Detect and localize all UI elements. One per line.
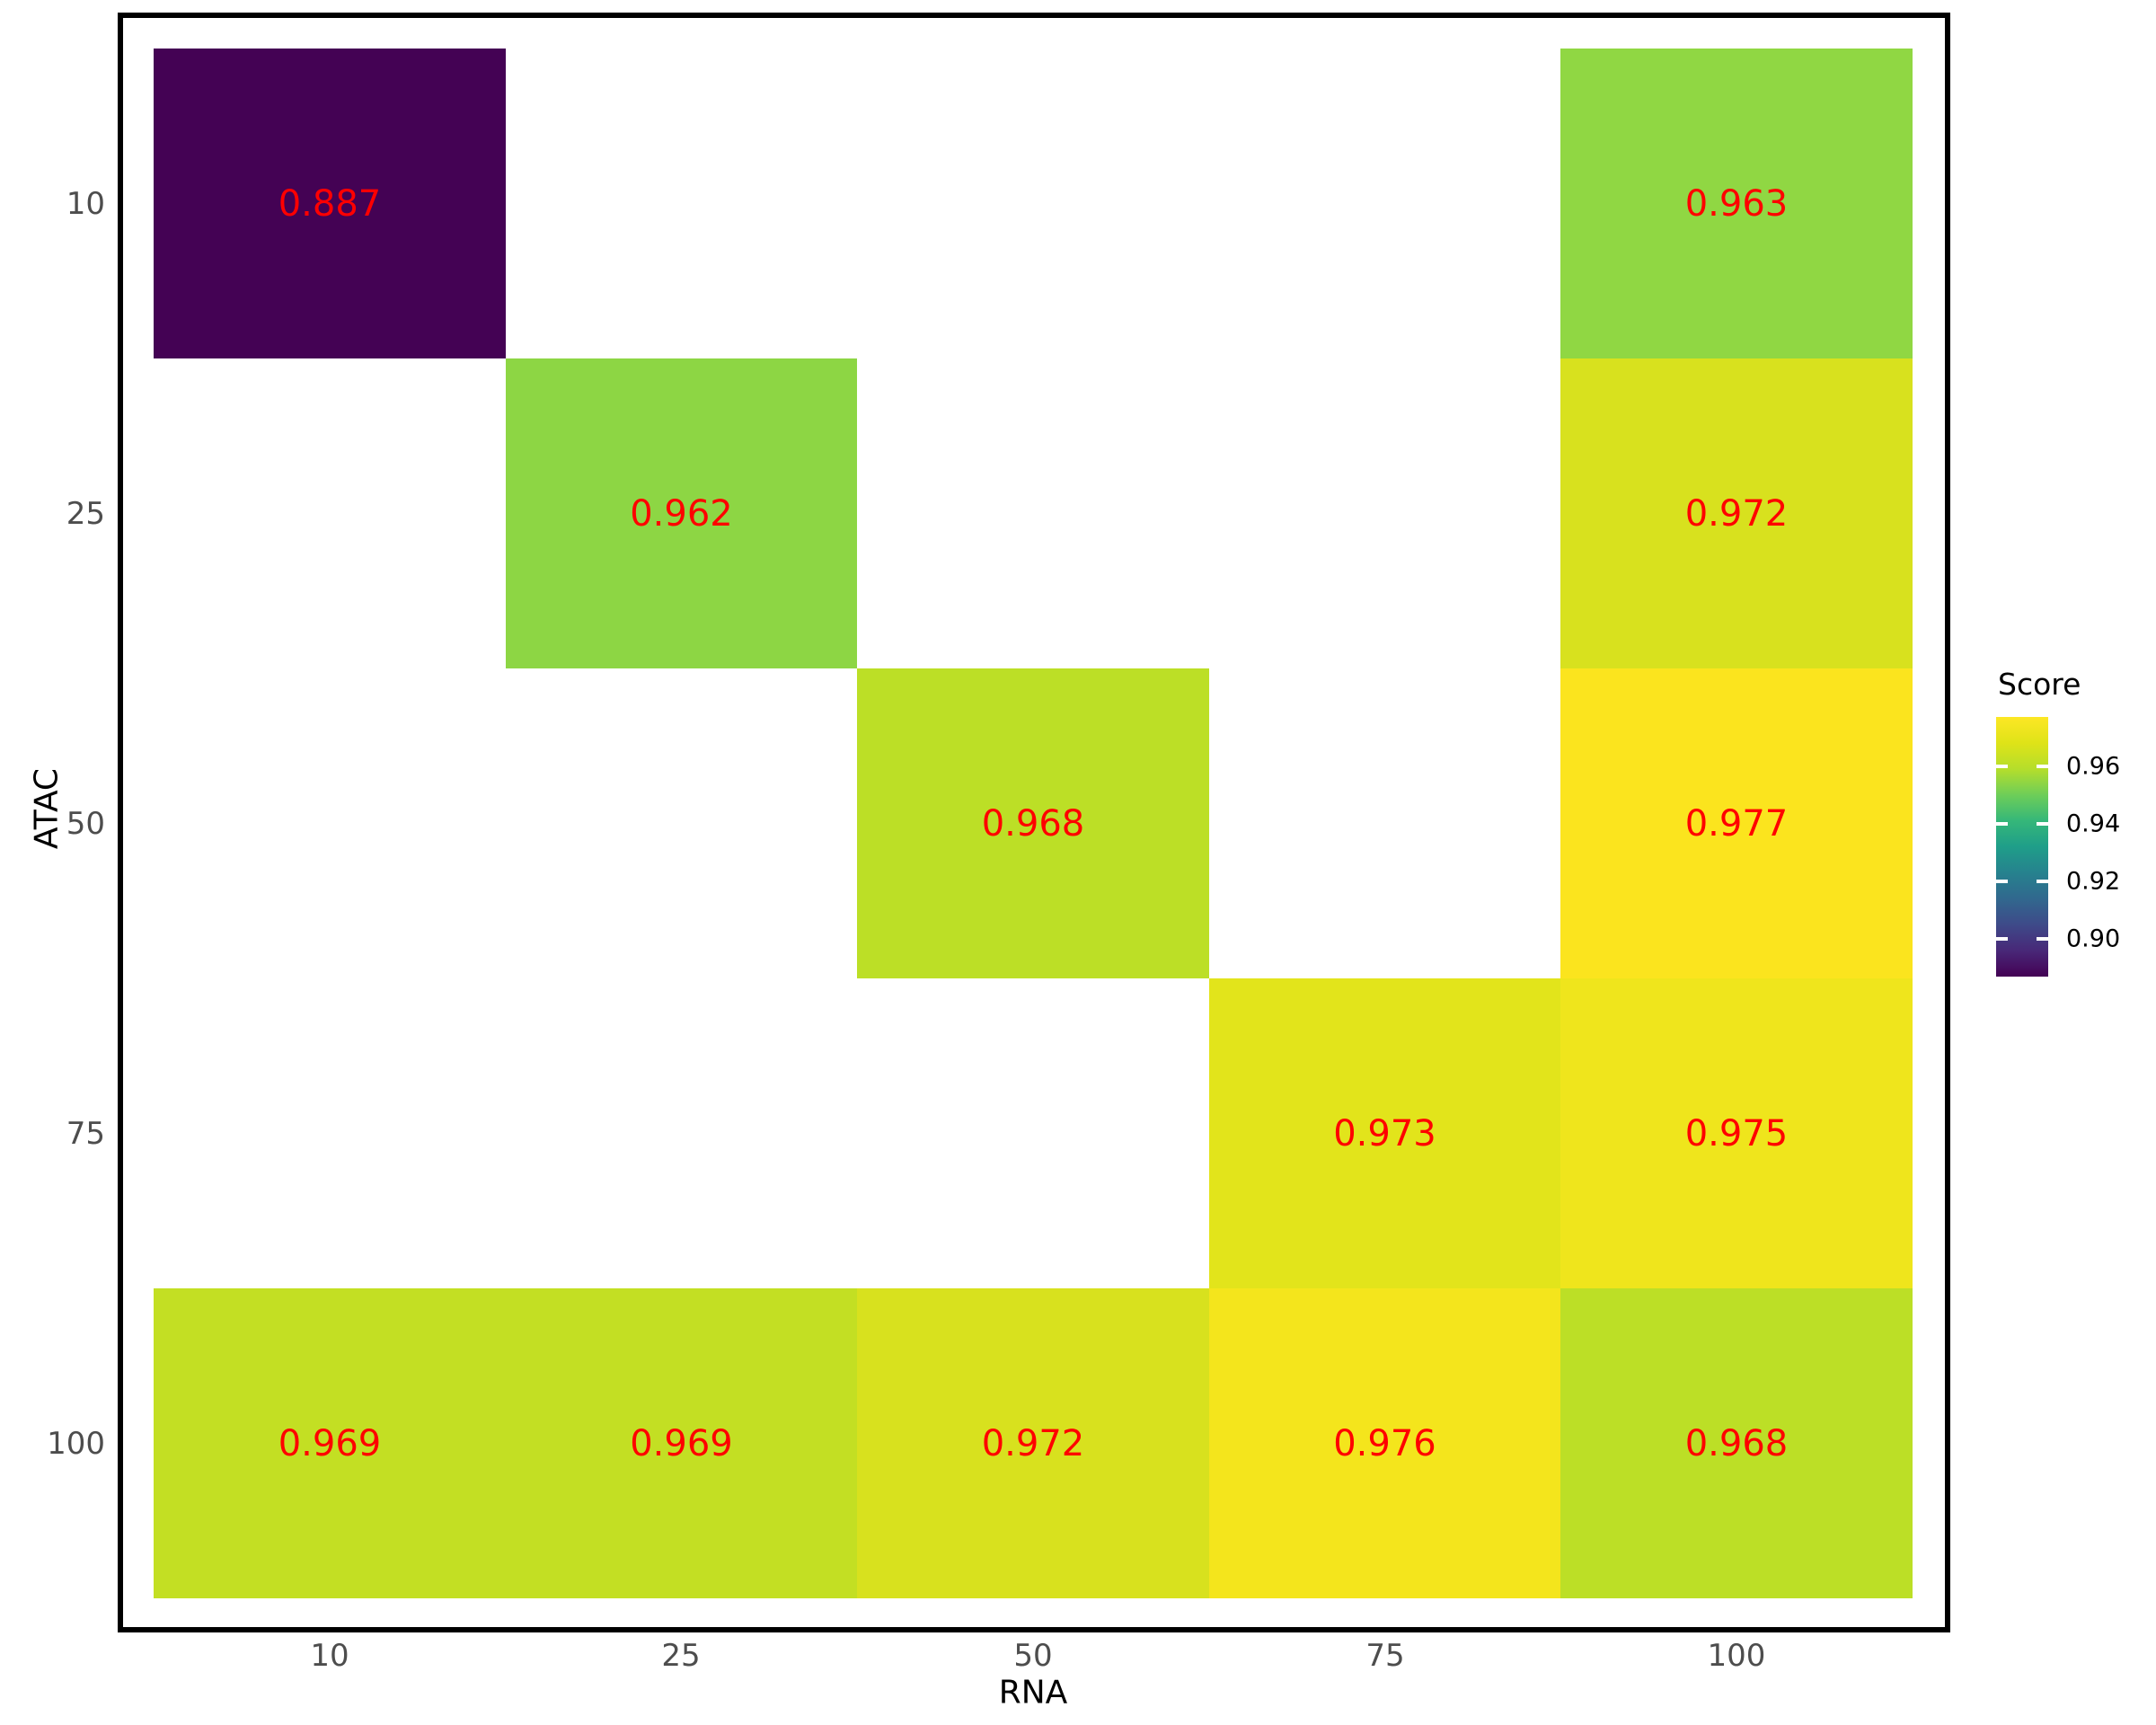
heatmap-tile: 0.973 — [1209, 978, 1560, 1288]
tile-value-label: 0.977 — [1684, 802, 1789, 845]
tile-value-label: 0.969 — [278, 1422, 382, 1464]
legend-tick-mark — [1996, 880, 2008, 883]
x-axis-tick-label: 50 — [1013, 1638, 1053, 1674]
heatmap-tile: 0.968 — [857, 668, 1209, 978]
x-axis-tick-label: 10 — [310, 1638, 349, 1674]
y-axis-tick-label: 25 — [66, 496, 105, 532]
y-axis-tick-label: 10 — [66, 186, 105, 222]
legend-tick-mark — [1996, 937, 2008, 941]
legend-tick-mark — [2037, 937, 2048, 941]
y-axis-tick-label: 75 — [66, 1116, 105, 1152]
legend-tick-label: 0.90 — [2066, 924, 2121, 953]
y-axis-tick-label: 50 — [66, 806, 105, 842]
tile-value-label: 0.972 — [1684, 492, 1789, 535]
legend-tick-label: 0.92 — [2066, 867, 2121, 896]
y-axis-tick-label: 100 — [47, 1426, 105, 1462]
heatmap-tile: 0.962 — [506, 358, 857, 668]
heatmap-tile: 0.968 — [1560, 1288, 1913, 1598]
legend-colorbar — [1996, 717, 2048, 977]
tile-value-label: 0.969 — [630, 1422, 733, 1464]
heatmap-tile: 0.972 — [1560, 358, 1913, 668]
legend-title: Score — [1998, 667, 2081, 702]
tile-value-label: 0.968 — [1684, 1422, 1789, 1464]
legend-tick-label: 0.96 — [2066, 752, 2121, 781]
heatmap-tile: 0.977 — [1560, 668, 1913, 978]
x-axis-tick-label: 75 — [1365, 1638, 1405, 1674]
tile-value-label: 0.963 — [1684, 182, 1789, 225]
x-axis-title: RNA — [998, 1674, 1068, 1712]
tile-value-label: 0.972 — [981, 1422, 1085, 1464]
tile-value-label: 0.976 — [1333, 1422, 1436, 1464]
legend-tick-mark — [2037, 765, 2048, 768]
legend-tick-mark — [1996, 822, 2008, 826]
legend-tick-mark — [2037, 822, 2048, 826]
tile-value-label: 0.968 — [981, 802, 1085, 845]
x-axis-tick-label: 25 — [661, 1638, 701, 1674]
y-axis-title: ATAC — [28, 767, 66, 850]
x-axis-tick-label: 100 — [1707, 1638, 1766, 1674]
legend-tick-mark — [2037, 880, 2048, 883]
heatmap-tile: 0.976 — [1209, 1288, 1560, 1598]
tile-value-label: 0.887 — [278, 182, 382, 225]
tile-value-label: 0.975 — [1684, 1112, 1789, 1154]
heatmap-tile: 0.969 — [154, 1288, 506, 1598]
legend-tick-label: 0.94 — [2066, 809, 2121, 838]
legend-tick-mark — [1996, 765, 2008, 768]
tile-value-label: 0.973 — [1333, 1112, 1436, 1154]
tile-value-label: 0.962 — [630, 492, 733, 535]
heatmap-tile: 0.887 — [154, 49, 506, 358]
heatmap-tile: 0.972 — [857, 1288, 1209, 1598]
heatmap-tile: 0.969 — [506, 1288, 857, 1598]
heatmap-tile: 0.975 — [1560, 978, 1913, 1288]
heatmap-tile: 0.963 — [1560, 49, 1913, 358]
